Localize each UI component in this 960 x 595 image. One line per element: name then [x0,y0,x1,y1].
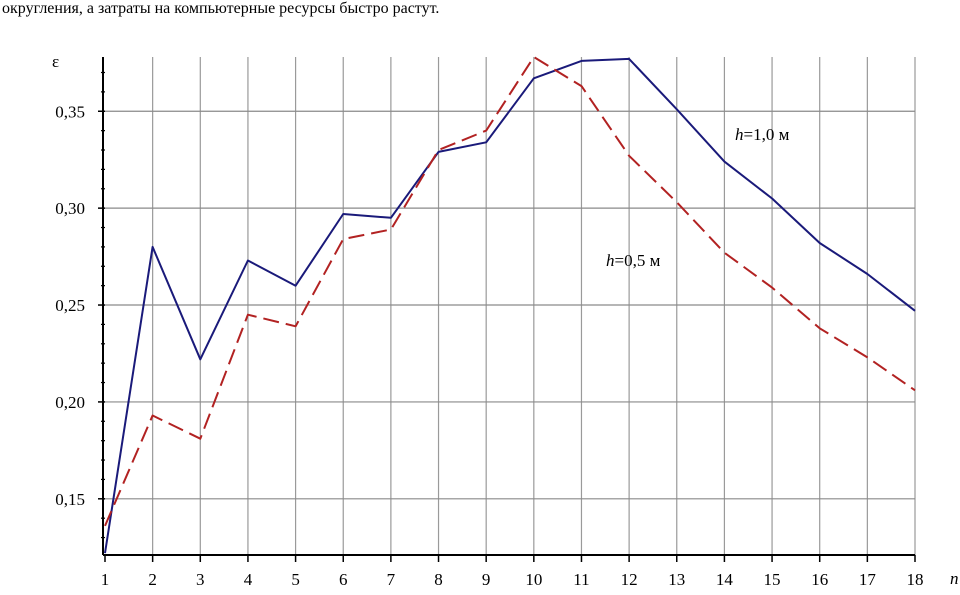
x-tick-label: 7 [387,570,396,589]
x-tick-label: 6 [339,570,348,589]
series-line-0 [104,57,916,554]
x-tick-label: 8 [434,570,443,589]
x-tick-label: 2 [148,570,157,589]
series-line-1 [104,56,916,527]
x-tick-label: 18 [907,570,924,589]
x-tick-label: 16 [811,570,828,589]
x-tick-label: 11 [573,570,589,589]
series-label-h1-italic: h [735,125,744,144]
body-text-line: округления, а затраты на компьютерные ре… [2,0,440,17]
series-label-h1: h=1,0 м [735,125,790,144]
x-tick-label: 3 [196,570,205,589]
y-axis-label: ε [52,52,59,71]
x-tick-label: 17 [859,570,877,589]
x-tick-label: 9 [482,570,491,589]
y-tick-label: 0,25 [55,296,85,315]
y-tick-label: 0,15 [55,490,85,509]
x-axis-label: n [950,569,959,588]
series-label-h05-italic: h [606,251,615,270]
x-tick-label: 4 [244,570,253,589]
series-label-h05-rest: =0,5 м [615,251,661,270]
grid [105,57,916,555]
y-tick-label: 0,30 [55,199,85,218]
y-tick-label: 0,20 [55,393,85,412]
series-label-h05: h=0,5 м [606,251,661,270]
x-tick-label: 15 [764,570,781,589]
axes [102,57,915,556]
x-tick-label: 5 [291,570,300,589]
x-tick-label: 1 [101,570,110,589]
series-label-h1-rest: =1,0 м [744,125,790,144]
ticks: 1 2 3 4 5 6 7 8 9 10 11 12 13 14 15 16 17 180,150,200,250… [55,71,924,589]
x-tick-label: 12 [621,570,638,589]
x-tick-label: 14 [716,570,734,589]
series-lines [104,56,916,554]
y-tick-label: 0,35 [55,102,85,121]
x-tick-label: 10 [525,570,542,589]
x-tick-label: 13 [668,570,685,589]
